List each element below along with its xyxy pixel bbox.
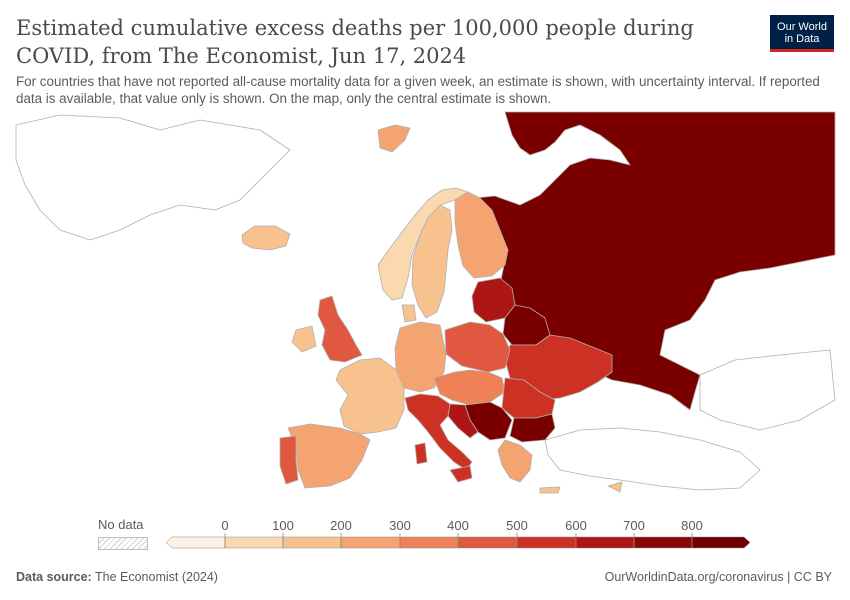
legend-bin[interactable] (282, 536, 342, 549)
country-russia[interactable] (469, 111, 836, 411)
country-germany[interactable] (394, 321, 447, 393)
europe-map (15, 111, 836, 494)
legend-tick-label: 400 (447, 518, 469, 533)
legend-tick-label: 800 (681, 518, 703, 533)
country-iceland[interactable] (241, 225, 291, 251)
greenland-shape[interactable] (15, 114, 291, 241)
legend-bin[interactable] (691, 536, 751, 549)
legend-bin[interactable] (165, 536, 226, 549)
country-cyprus[interactable] (607, 481, 623, 493)
legend-no-data-label: No data (98, 517, 144, 532)
country-united-kingdom[interactable] (317, 295, 363, 363)
country-norway[interactable] (377, 187, 469, 301)
country-denmark[interactable] (401, 304, 417, 323)
legend-bin[interactable] (457, 536, 518, 549)
country-sweden[interactable] (411, 204, 453, 319)
country-portugal[interactable] (279, 435, 299, 485)
owid-logo[interactable]: Our World in Data (770, 15, 834, 52)
country-finland[interactable] (454, 191, 509, 279)
island-crete[interactable] (539, 486, 561, 494)
region-central-asia-nodata[interactable] (699, 349, 836, 431)
country-turkey-nodata[interactable] (544, 427, 761, 491)
country-ireland[interactable] (291, 325, 317, 353)
country-sardinia[interactable] (414, 442, 428, 465)
legend-bin[interactable] (516, 536, 577, 549)
legend-bin[interactable] (575, 536, 635, 549)
footer-credit[interactable]: OurWorldinData.org/coronavirus | CC BY (604, 570, 832, 584)
data-source-label: Data source: (16, 570, 92, 584)
chart-title: Estimated cumulative excess deaths per 1… (16, 16, 694, 68)
legend-tick-label: 300 (389, 518, 411, 533)
logo-line-1: Our World (777, 21, 827, 33)
color-legend: 0 100 200 300 400 500 600 700 800 (165, 518, 751, 549)
country-greece[interactable] (497, 439, 533, 483)
legend-tick-label: 100 (272, 518, 294, 533)
country-croatia[interactable] (447, 403, 479, 439)
logo-line-2: in Data (784, 33, 820, 45)
legend-tick-label: 200 (330, 518, 352, 533)
legend-tick-label: 600 (565, 518, 587, 533)
logo-accent-bar (770, 49, 834, 52)
chart-subtitle: For countries that have not reported all… (16, 74, 820, 106)
legend-bin[interactable] (340, 536, 401, 549)
country-italy[interactable] (404, 393, 473, 471)
legend-bin[interactable] (633, 536, 693, 549)
data-source-value: The Economist (2024) (94, 570, 218, 584)
legend-tick-label: 0 (221, 518, 228, 533)
data-source: Data source: The Economist (2024) (16, 570, 218, 584)
legend-tick-label: 700 (623, 518, 645, 533)
legend-tick-label: 500 (506, 518, 528, 533)
legend-bin[interactable] (399, 536, 459, 549)
legend-bin[interactable] (224, 536, 284, 549)
country-france[interactable] (335, 357, 405, 435)
country-bulgaria[interactable] (509, 413, 556, 443)
legend-no-data-swatch (98, 537, 148, 550)
country-spain[interactable] (287, 423, 371, 489)
country-poland[interactable] (444, 321, 511, 373)
country-central-europe[interactable] (433, 369, 506, 406)
country-sicily[interactable] (449, 465, 473, 483)
arctic-island-shape[interactable] (377, 124, 411, 153)
